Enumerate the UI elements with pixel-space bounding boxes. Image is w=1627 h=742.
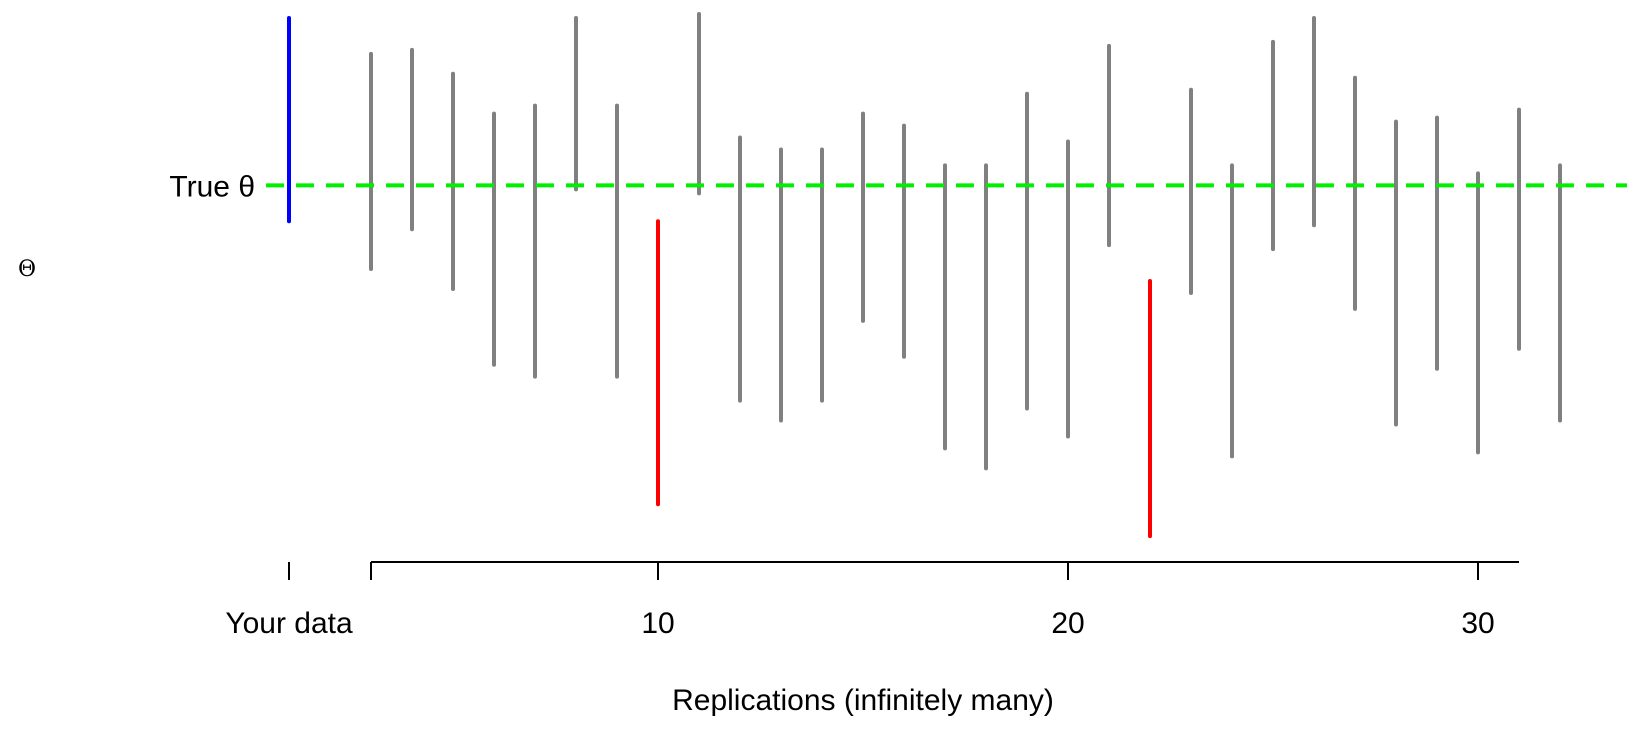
x-axis: Your data 10 20 30 xyxy=(225,562,1519,640)
x-axis-label: Replications (infinitely many) xyxy=(672,684,1054,717)
x-tick-label: 20 xyxy=(1051,607,1084,640)
x-tick-label: 30 xyxy=(1461,607,1494,640)
true-theta-label: True θ xyxy=(169,170,255,203)
interval-group xyxy=(289,14,1560,536)
x-tick-label: Your data xyxy=(225,607,353,640)
y-axis-label: Θ xyxy=(18,257,36,282)
x-tick-label: 10 xyxy=(641,607,674,640)
